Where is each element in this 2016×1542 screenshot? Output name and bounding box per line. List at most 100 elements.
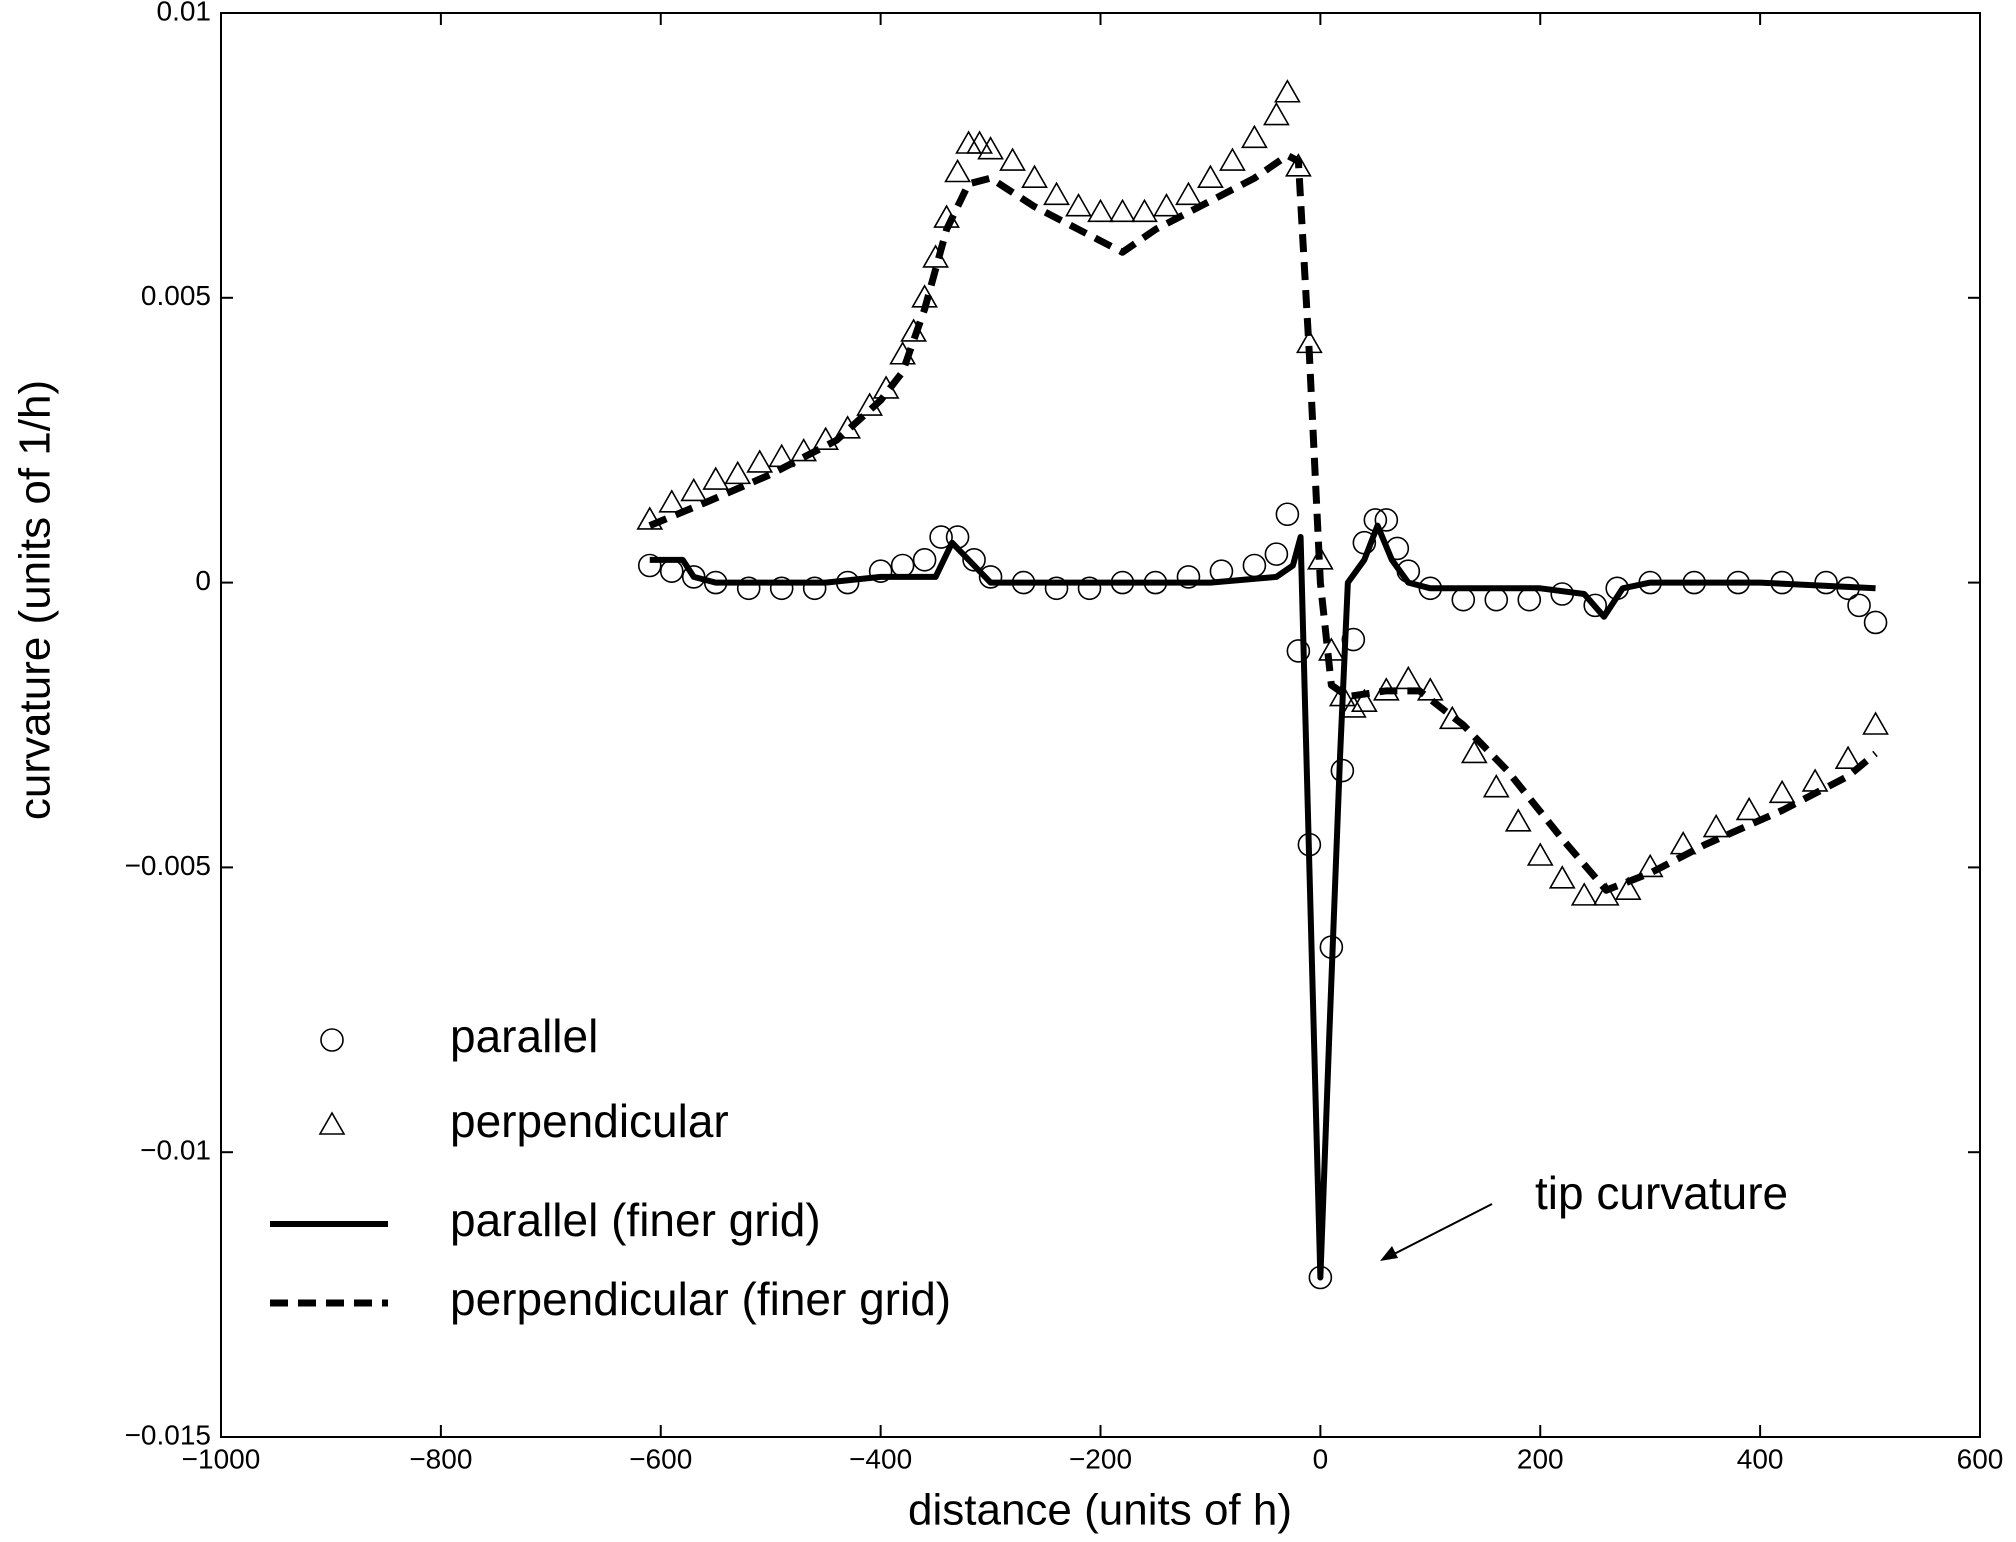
annotation-arrow xyxy=(1391,1203,1493,1256)
data-point xyxy=(1583,593,1608,618)
data-point xyxy=(1847,593,1871,618)
data-point xyxy=(962,548,986,572)
data-point xyxy=(1077,576,1102,601)
data-point xyxy=(636,506,664,530)
data-point xyxy=(724,460,752,485)
data-point xyxy=(1863,610,1888,635)
data-point xyxy=(977,136,1004,160)
data-point xyxy=(1614,876,1642,900)
data-point xyxy=(658,489,686,513)
x-tick-label: −400 xyxy=(849,1443,912,1474)
data-point xyxy=(812,426,840,451)
data-point xyxy=(1735,796,1763,821)
data-point xyxy=(746,449,774,473)
data-point xyxy=(680,477,708,502)
data-point xyxy=(1087,198,1114,223)
legend-label: perpendicular (finer grid) xyxy=(450,1273,951,1325)
data-point xyxy=(1044,576,1069,601)
x-tick-label: −600 xyxy=(629,1443,692,1474)
data-point xyxy=(802,576,827,601)
data-point xyxy=(736,576,761,601)
data-point xyxy=(1274,79,1301,103)
data-point xyxy=(890,553,915,578)
x-tick-label: −800 xyxy=(409,1443,472,1474)
legend-marker xyxy=(320,1028,344,1052)
data-point xyxy=(1517,587,1542,612)
legend-label: perpendicular xyxy=(450,1095,729,1147)
data-point xyxy=(1570,882,1598,906)
data-point xyxy=(1592,882,1620,906)
data-point xyxy=(1264,542,1289,566)
y-tick-label: −0.015 xyxy=(125,1419,211,1450)
legend-label: parallel (finer grid) xyxy=(450,1194,821,1246)
data-point xyxy=(1834,745,1862,769)
data-point xyxy=(1176,565,1201,589)
annotation: tip curvature xyxy=(1535,1167,1788,1219)
data-point xyxy=(1460,739,1488,764)
data-point xyxy=(1286,639,1311,663)
x-tick-label: −1000 xyxy=(182,1443,261,1474)
data-point xyxy=(1275,502,1300,527)
data-point xyxy=(1416,677,1444,701)
data-point xyxy=(1153,193,1180,217)
data-point xyxy=(702,466,730,490)
data-point xyxy=(790,437,818,462)
y-tick-label: 0 xyxy=(195,565,211,596)
x-tick-label: −200 xyxy=(1069,1443,1132,1474)
data-point xyxy=(1065,193,1092,217)
data-point xyxy=(1263,101,1290,126)
data-point xyxy=(1374,508,1399,532)
data-point xyxy=(978,565,1003,589)
data-point xyxy=(944,158,971,183)
data-point xyxy=(1175,181,1202,206)
data-point xyxy=(1548,865,1576,889)
data-point xyxy=(1339,694,1367,718)
data-point xyxy=(1862,711,1889,735)
data-point xyxy=(1131,198,1158,223)
data-point xyxy=(1241,124,1268,149)
data-point xyxy=(637,553,662,578)
data-point xyxy=(1197,164,1224,188)
series-line xyxy=(649,522,1876,1281)
data-point xyxy=(1219,147,1246,171)
data-point xyxy=(1451,587,1476,612)
data-point xyxy=(1636,853,1664,878)
data-point xyxy=(1484,587,1509,612)
data-point xyxy=(912,548,937,572)
x-tick-label: 400 xyxy=(1737,1443,1784,1474)
x-tick-label: 600 xyxy=(1957,1443,2004,1474)
y-tick-label: −0.005 xyxy=(125,850,211,881)
data-point xyxy=(1526,842,1554,866)
annotation-arrowhead xyxy=(1380,1246,1398,1261)
y-tick-label: 0.005 xyxy=(141,280,211,311)
y-tick-label: −0.01 xyxy=(140,1135,211,1166)
data-point xyxy=(868,559,893,584)
data-point xyxy=(1702,813,1730,838)
x-tick-label: 200 xyxy=(1517,1443,1564,1474)
legend-label: parallel xyxy=(450,1010,598,1062)
x-tick-label: 0 xyxy=(1313,1443,1329,1474)
data-point xyxy=(1768,779,1796,804)
data-point xyxy=(1394,665,1422,690)
data-point xyxy=(1109,198,1136,223)
data-point xyxy=(769,576,794,601)
data-point xyxy=(1043,181,1070,206)
data-point xyxy=(929,525,953,549)
y-axis-label: curvature (units of 1/h) xyxy=(11,380,60,820)
data-point xyxy=(999,147,1026,171)
data-point xyxy=(1350,688,1378,713)
data-point xyxy=(1285,153,1312,177)
data-point xyxy=(1021,164,1048,188)
data-point xyxy=(1801,768,1829,792)
x-axis-label: distance (units of h) xyxy=(908,1486,1292,1535)
y-tick-label: 0.01 xyxy=(157,0,212,26)
data-point xyxy=(659,559,684,584)
legend-marker xyxy=(318,1111,346,1135)
data-point xyxy=(966,130,993,154)
data-point xyxy=(1482,774,1510,798)
data-point xyxy=(1242,553,1267,578)
series-line xyxy=(648,151,1878,894)
data-point xyxy=(1306,546,1334,570)
